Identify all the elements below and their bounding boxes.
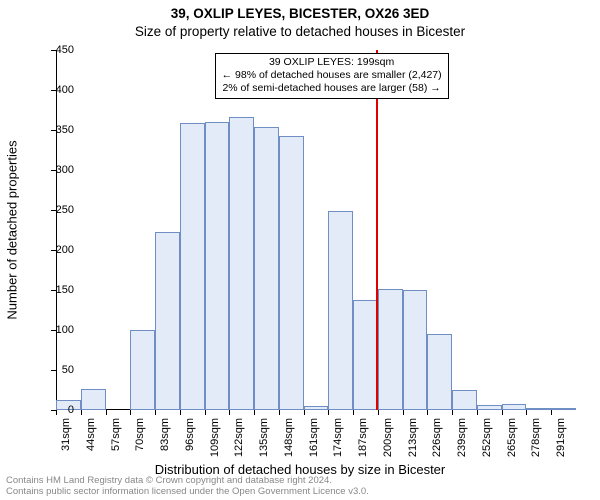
footer-attribution: Contains HM Land Registry data © Crown c… bbox=[6, 476, 369, 498]
histogram-bar bbox=[304, 406, 329, 410]
x-tick bbox=[81, 410, 82, 415]
annotation-line3: 2% of semi-detached houses are larger (5… bbox=[222, 82, 442, 95]
histogram-bar bbox=[526, 408, 551, 410]
x-tick bbox=[155, 410, 156, 415]
x-tick bbox=[130, 410, 131, 415]
histogram-bar bbox=[328, 211, 353, 410]
chart-title-line2: Size of property relative to detached ho… bbox=[0, 24, 600, 39]
histogram-bar bbox=[353, 300, 378, 410]
x-tick bbox=[502, 410, 503, 415]
x-tick-label: 174sqm bbox=[332, 418, 344, 457]
histogram-bar bbox=[502, 404, 527, 410]
footer-line2: Contains public sector information licen… bbox=[6, 487, 369, 498]
x-tick-label: 109sqm bbox=[209, 418, 221, 457]
x-tick-label: 83sqm bbox=[159, 418, 171, 451]
x-tick bbox=[279, 410, 280, 415]
histogram-bar bbox=[551, 408, 576, 410]
y-tick-label: 350 bbox=[34, 124, 74, 136]
x-tick bbox=[378, 410, 379, 415]
y-tick-label: 150 bbox=[34, 284, 74, 296]
x-tick bbox=[403, 410, 404, 415]
histogram-bar bbox=[155, 232, 180, 410]
histogram-bar bbox=[427, 334, 452, 410]
property-marker-line bbox=[376, 50, 378, 410]
x-tick bbox=[106, 410, 107, 415]
annotation-line2: ← 98% of detached houses are smaller (2,… bbox=[222, 69, 442, 82]
chart-container: { "chart": { "type": "histogram", "title… bbox=[0, 0, 600, 500]
histogram-bar bbox=[205, 122, 230, 410]
x-tick-label: 265sqm bbox=[506, 418, 518, 457]
histogram-bar bbox=[130, 330, 155, 410]
y-tick-label: 50 bbox=[34, 364, 74, 376]
x-tick bbox=[56, 410, 57, 415]
x-tick-label: 31sqm bbox=[60, 418, 72, 451]
histogram-bar bbox=[180, 123, 205, 410]
x-tick-label: 200sqm bbox=[382, 418, 394, 457]
x-tick-label: 57sqm bbox=[110, 418, 122, 451]
histogram-bar bbox=[378, 289, 403, 410]
x-tick bbox=[353, 410, 354, 415]
x-tick-label: 252sqm bbox=[481, 418, 493, 457]
histogram-bar bbox=[229, 117, 254, 410]
x-tick-label: 291sqm bbox=[555, 418, 567, 457]
x-tick-label: 187sqm bbox=[357, 418, 369, 457]
annotation-box: 39 OXLIP LEYES: 199sqm← 98% of detached … bbox=[215, 53, 449, 99]
x-tick bbox=[205, 410, 206, 415]
x-tick-label: 96sqm bbox=[184, 418, 196, 451]
x-tick bbox=[180, 410, 181, 415]
x-tick bbox=[452, 410, 453, 415]
x-tick bbox=[427, 410, 428, 415]
chart-title-line1: 39, OXLIP LEYES, BICESTER, OX26 3ED bbox=[0, 6, 600, 21]
histogram-bar bbox=[254, 127, 279, 410]
plot-area: 39 OXLIP LEYES: 199sqm← 98% of detached … bbox=[56, 50, 576, 410]
y-axis-line bbox=[56, 50, 57, 410]
x-tick bbox=[526, 410, 527, 415]
x-tick-label: 44sqm bbox=[85, 418, 97, 451]
histogram-bar bbox=[279, 136, 304, 410]
x-tick-label: 213sqm bbox=[407, 418, 419, 457]
x-tick-label: 226sqm bbox=[431, 418, 443, 457]
histogram-bar bbox=[477, 405, 502, 410]
y-tick-label: 400 bbox=[34, 84, 74, 96]
x-tick bbox=[477, 410, 478, 415]
x-tick bbox=[328, 410, 329, 415]
x-tick-label: 239sqm bbox=[456, 418, 468, 457]
x-tick bbox=[304, 410, 305, 415]
y-axis-label: Number of detached properties bbox=[5, 140, 20, 319]
x-tick-label: 148sqm bbox=[283, 418, 295, 457]
x-tick-label: 135sqm bbox=[258, 418, 270, 457]
histogram-bar bbox=[403, 290, 428, 410]
annotation-line1: 39 OXLIP LEYES: 199sqm bbox=[222, 56, 442, 69]
y-tick-label: 200 bbox=[34, 244, 74, 256]
y-tick-label: 450 bbox=[34, 44, 74, 56]
y-tick-label: 300 bbox=[34, 164, 74, 176]
y-tick-label: 250 bbox=[34, 204, 74, 216]
y-tick-label: 100 bbox=[34, 324, 74, 336]
histogram-bar bbox=[81, 389, 106, 410]
x-tick-label: 278sqm bbox=[530, 418, 542, 457]
y-tick-label: 0 bbox=[34, 404, 74, 416]
x-tick bbox=[551, 410, 552, 415]
x-tick bbox=[229, 410, 230, 415]
histogram-bar bbox=[452, 390, 477, 410]
x-tick bbox=[254, 410, 255, 415]
x-tick-label: 70sqm bbox=[134, 418, 146, 451]
plot-inner: 39 OXLIP LEYES: 199sqm← 98% of detached … bbox=[56, 50, 576, 410]
x-tick-label: 122sqm bbox=[233, 418, 245, 457]
x-tick-label: 161sqm bbox=[308, 418, 320, 457]
